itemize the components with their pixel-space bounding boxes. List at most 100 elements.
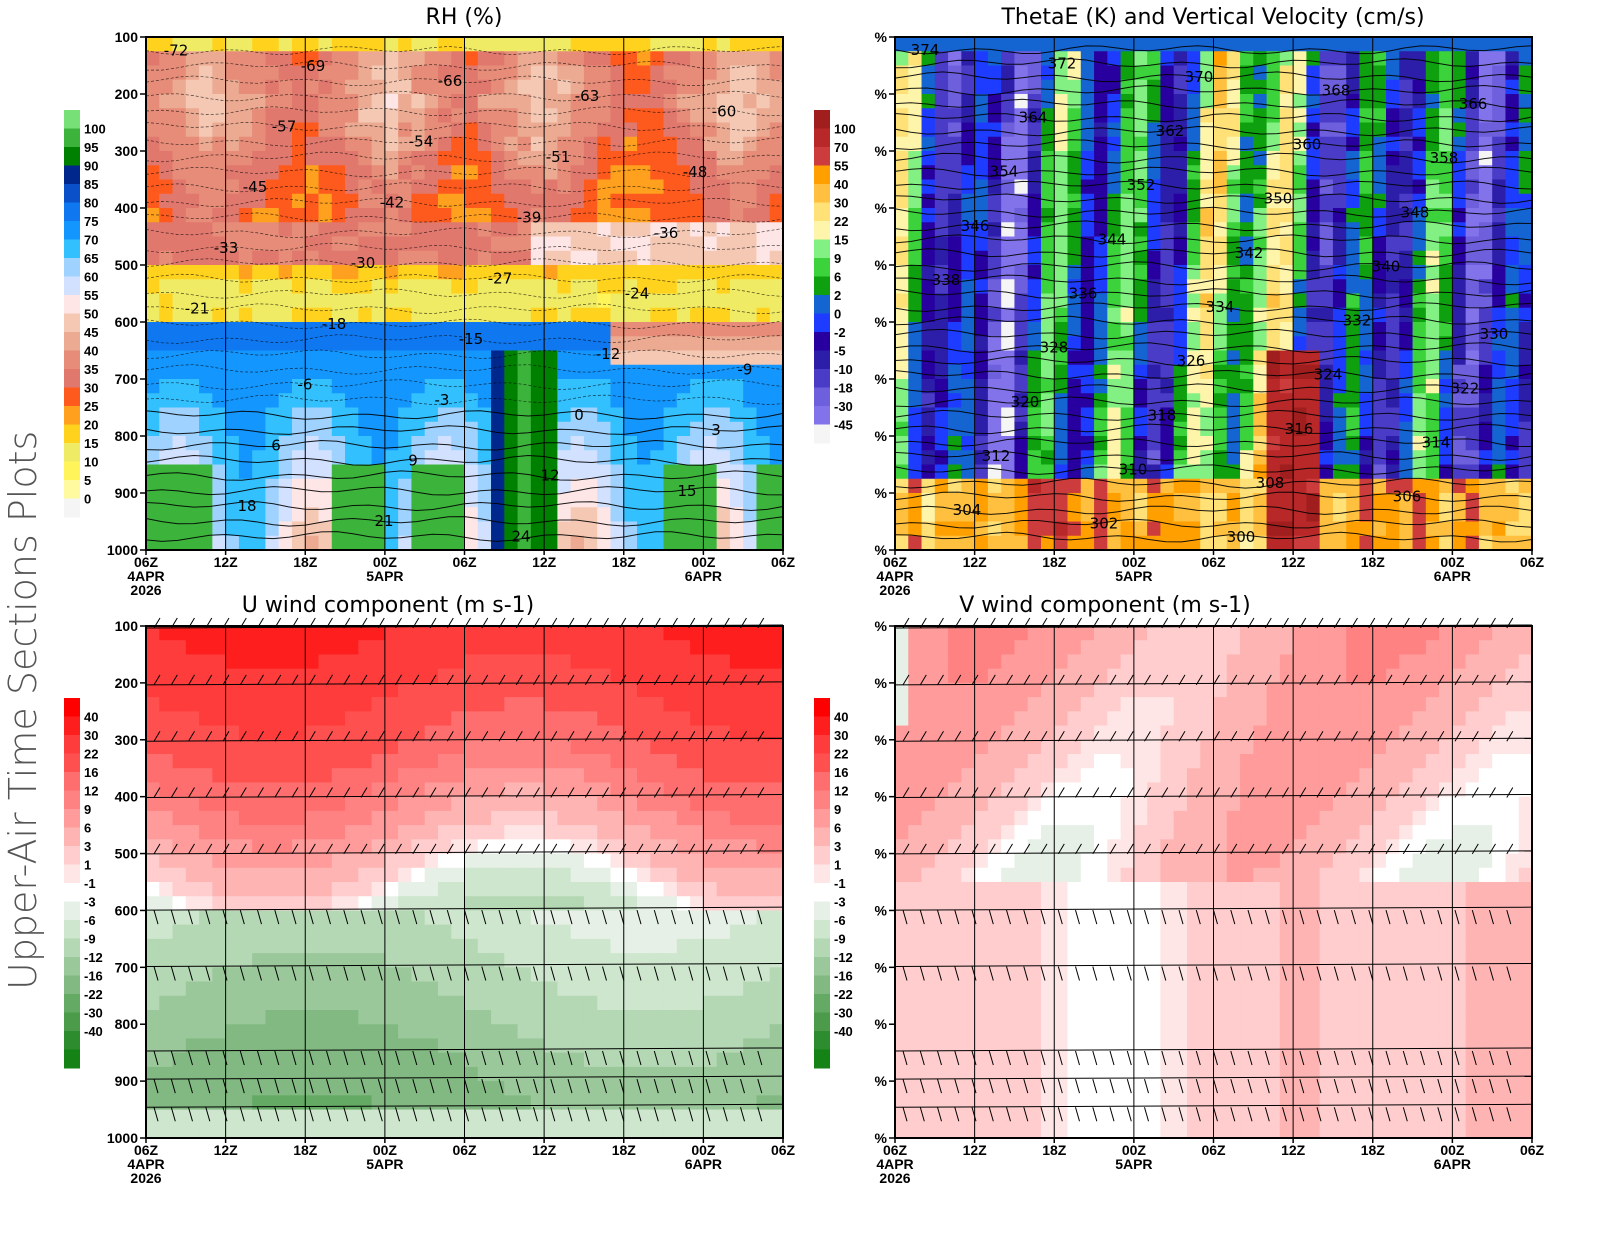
heatmap-cell — [756, 122, 771, 138]
heatmap-cell — [663, 421, 678, 437]
heatmap-cell — [252, 108, 267, 124]
heatmap-cell — [769, 165, 784, 181]
heatmap-cell — [530, 938, 545, 954]
heatmap-cell — [371, 108, 386, 124]
heatmap-cell — [1027, 222, 1042, 238]
heatmap-cell — [1107, 364, 1122, 380]
heatmap-cell — [331, 136, 346, 152]
heatmap-cell — [1120, 364, 1135, 380]
heatmap-cell — [1279, 151, 1294, 166]
heatmap-cell — [278, 640, 293, 656]
heatmap-cell — [530, 725, 545, 741]
heatmap-cell — [1200, 51, 1215, 67]
heatmap-cell — [1080, 165, 1095, 181]
heatmap-cell — [437, 279, 452, 295]
heatmap-cell — [1014, 350, 1029, 366]
heatmap-cell — [583, 165, 598, 181]
x-tick-label: 12Z — [963, 554, 988, 570]
heatmap-cell — [974, 265, 989, 280]
heatmap-cell — [252, 754, 267, 769]
heatmap-cell — [1492, 407, 1507, 423]
heatmap-cell — [934, 208, 949, 223]
heatmap-cell — [185, 436, 200, 451]
heatmap-cell — [517, 379, 532, 394]
heatmap-cell — [305, 407, 320, 423]
heatmap-cell — [1518, 79, 1533, 95]
heatmap-cell — [1505, 37, 1520, 52]
heatmap-cell — [504, 896, 519, 912]
y-tick-label: 1000 — [107, 542, 138, 558]
heatmap-cell — [238, 796, 253, 812]
heatmap-cell — [1107, 37, 1122, 52]
heatmap-cell — [291, 1066, 306, 1082]
colorbar-swatch — [814, 424, 830, 444]
heatmap-cell — [908, 250, 923, 266]
heatmap-cell — [610, 208, 625, 223]
heatmap-cell — [1120, 436, 1135, 451]
heatmap-cell — [278, 51, 293, 67]
colorbar-swatch — [814, 165, 830, 185]
heatmap-cell — [464, 108, 479, 124]
heatmap-cell — [477, 882, 492, 897]
heatmap-cell — [318, 79, 333, 95]
heatmap-cell — [1173, 421, 1188, 437]
heatmap-cell — [1452, 322, 1467, 337]
heatmap-cell — [305, 924, 320, 940]
heatmap-cell — [371, 265, 386, 280]
heatmap-cell — [921, 208, 936, 223]
heatmap-cell — [398, 336, 413, 352]
heatmap-cell — [384, 436, 399, 451]
heatmap-cell — [583, 421, 598, 437]
heatmap-cell — [544, 350, 558, 366]
colorbar-label: 100 — [84, 122, 106, 137]
heatmap-cell — [663, 379, 678, 394]
heatmap-cell — [517, 293, 532, 309]
heatmap-cell — [278, 136, 293, 152]
heatmap-cell — [530, 478, 545, 494]
heatmap-cell — [384, 1066, 399, 1082]
heatmap-cell — [703, 478, 718, 494]
heatmap-cell — [676, 79, 691, 95]
heatmap-cell — [1014, 493, 1029, 508]
heatmap-cell — [491, 697, 505, 712]
heatmap-cell — [238, 407, 253, 423]
heatmap-cell — [637, 151, 651, 166]
heatmap-cell — [921, 436, 936, 451]
heatmap-cell — [729, 265, 744, 280]
heatmap-cell — [703, 165, 718, 181]
heatmap-cell — [1359, 421, 1374, 437]
heatmap-cell — [1186, 136, 1201, 152]
heatmap-cell — [1080, 79, 1095, 95]
heatmap-cell — [477, 1010, 492, 1025]
heatmap-cell — [1067, 521, 1082, 537]
heatmap-cell — [1200, 350, 1215, 366]
heatmap-cell — [225, 682, 240, 698]
heatmap-cell — [398, 626, 413, 641]
heatmap-cell — [1293, 450, 1307, 466]
heatmap-cell — [987, 193, 1002, 209]
heatmap-cell — [1518, 336, 1533, 352]
heatmap-cell — [1054, 79, 1069, 95]
heatmap-cell — [1306, 108, 1321, 124]
heatmap-cell — [185, 108, 200, 124]
heatmap-cell — [185, 1066, 200, 1082]
heatmap-cell — [437, 1095, 452, 1111]
heatmap-cell — [1266, 236, 1281, 252]
heatmap-cell — [1293, 136, 1307, 152]
heatmap-cell — [1425, 350, 1440, 366]
heatmap-cell — [199, 193, 213, 209]
heatmap-cell — [199, 151, 213, 166]
heatmap-cell — [1293, 407, 1307, 423]
heatmap-cell — [172, 279, 187, 295]
heatmap-cell — [1465, 421, 1480, 437]
heatmap-cell — [1094, 436, 1108, 451]
heatmap-cell — [544, 79, 558, 95]
heatmap-cell — [1319, 407, 1334, 423]
heatmap-cell — [974, 393, 989, 409]
heatmap-cell — [769, 436, 784, 451]
heatmap-cell — [948, 236, 962, 252]
heatmap-cell — [464, 65, 479, 81]
heatmap-cell — [637, 165, 651, 181]
heatmap-cell — [1492, 265, 1507, 280]
heatmap-cell — [331, 307, 346, 323]
